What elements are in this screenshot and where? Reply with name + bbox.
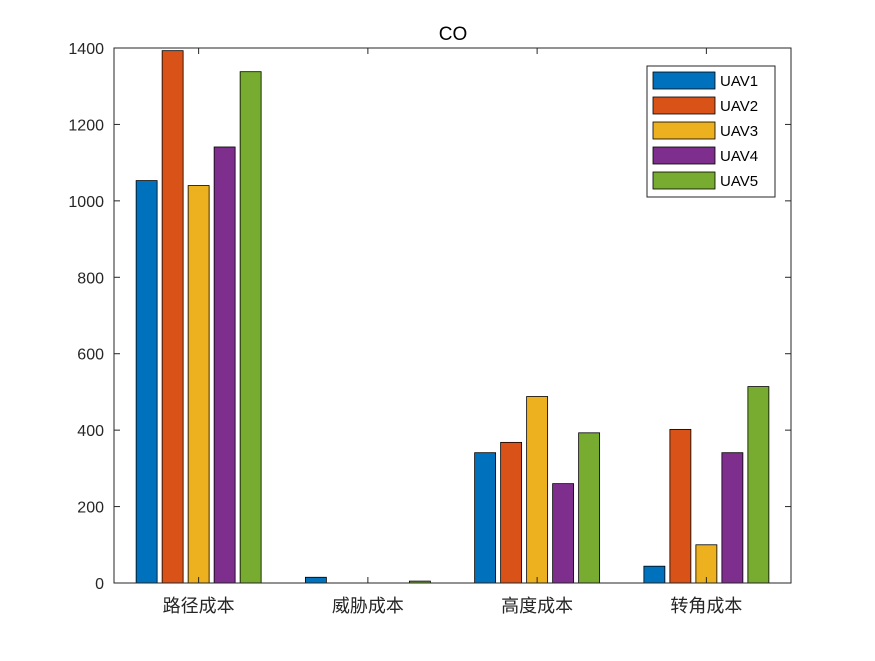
bar-uav3-2 bbox=[526, 396, 549, 584]
legend-swatch-uav4 bbox=[652, 146, 716, 165]
bar-uav1-0 bbox=[135, 180, 158, 584]
bar-uav4-3 bbox=[721, 452, 744, 584]
bar-uav5-0 bbox=[239, 71, 262, 584]
y-tick-label: 600 bbox=[77, 347, 104, 364]
legend-label-uav4: UAV4 bbox=[720, 148, 758, 165]
bar-uav5-2 bbox=[578, 432, 601, 584]
legend-label-uav5: UAV5 bbox=[720, 173, 758, 190]
legend: UAV1 UAV2 UAV3 UAV4 UAV5 bbox=[646, 65, 776, 198]
bar-uav1-3 bbox=[643, 565, 666, 584]
bar-uav4-0 bbox=[213, 146, 236, 584]
y-axis: 0 200 400 600 800 1000 1200 1400 bbox=[68, 41, 791, 593]
y-tick-label: 400 bbox=[77, 423, 104, 440]
x-category-label: 转角成本 bbox=[670, 596, 742, 617]
bar-uav4-2 bbox=[552, 483, 575, 584]
y-tick-label: 200 bbox=[77, 500, 104, 517]
y-tick-label: 1400 bbox=[68, 41, 104, 58]
y-tick-label: 0 bbox=[95, 576, 104, 593]
bar-uav2-3 bbox=[669, 428, 692, 584]
legend-label-uav1: UAV1 bbox=[720, 73, 758, 90]
x-category-label: 高度成本 bbox=[501, 596, 573, 617]
bar-uav1-2 bbox=[474, 452, 497, 584]
x-category-label: 路径成本 bbox=[163, 596, 235, 617]
bar-uav5-3 bbox=[747, 386, 770, 584]
legend-swatch-uav2 bbox=[652, 96, 716, 115]
y-tick-label: 800 bbox=[77, 270, 104, 287]
legend-label-uav3: UAV3 bbox=[720, 123, 758, 140]
x-axis: 路径成本 威胁成本 高度成本 转角成本 bbox=[163, 48, 742, 617]
legend-swatch-uav5 bbox=[652, 171, 716, 190]
y-tick-label: 1000 bbox=[68, 194, 104, 211]
bars-group bbox=[135, 50, 770, 584]
legend-swatch-uav1 bbox=[652, 71, 716, 90]
x-category-label: 威胁成本 bbox=[332, 596, 404, 617]
y-tick-label: 1200 bbox=[68, 117, 104, 134]
legend-swatch-uav3 bbox=[652, 121, 716, 140]
plot-area-frame bbox=[113, 47, 792, 584]
bar-uav1-1 bbox=[304, 576, 327, 584]
bar-uav3-0 bbox=[187, 185, 210, 584]
bar-uav2-0 bbox=[161, 50, 184, 584]
legend-label-uav2: UAV2 bbox=[720, 98, 758, 115]
bar-uav2-2 bbox=[500, 441, 523, 584]
chart-title: CO bbox=[439, 24, 468, 45]
